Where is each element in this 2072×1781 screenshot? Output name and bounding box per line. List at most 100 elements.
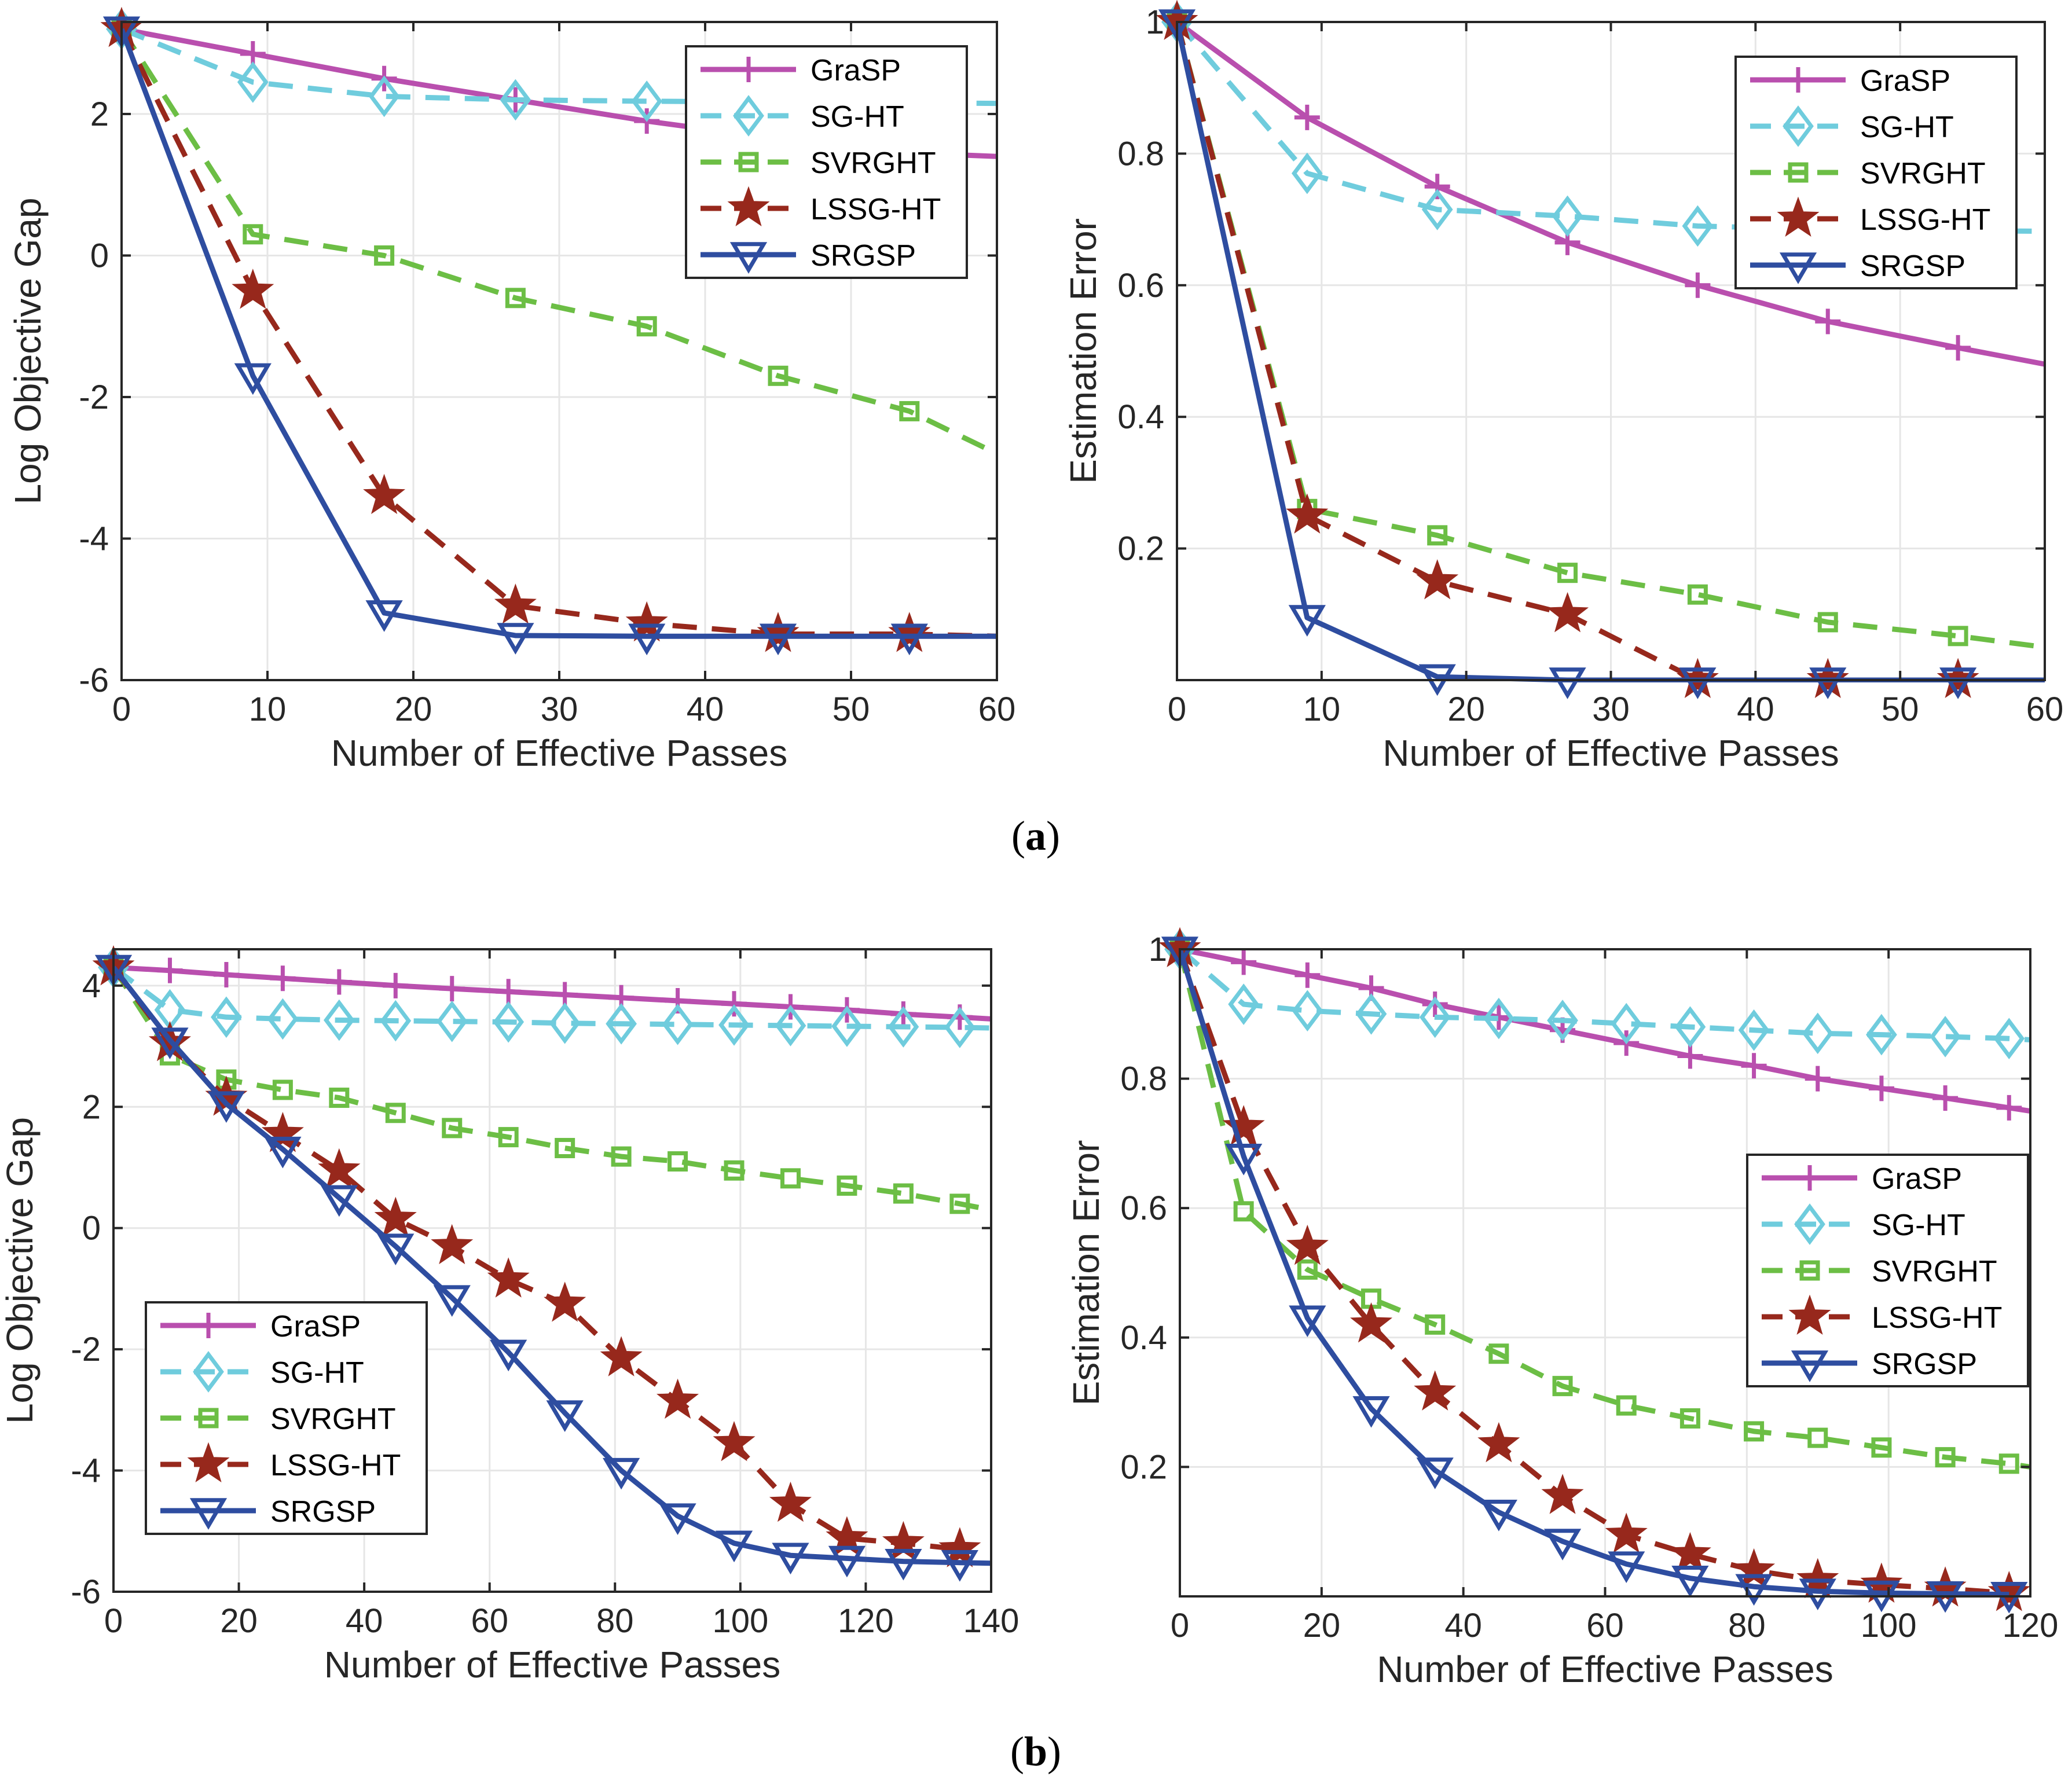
point-lssg-ht: [318, 1148, 361, 1189]
x-tick-label: 120: [838, 1602, 894, 1640]
point-sg-ht: [1552, 195, 1583, 237]
y-tick-label: -4: [71, 1452, 101, 1490]
point-sg-ht: [1547, 1000, 1578, 1041]
x-tick-label: 40: [687, 691, 724, 728]
legend-label-sg-ht: SG-HT: [270, 1356, 364, 1390]
legend-label-lssg-ht: LSSG-HT: [270, 1449, 401, 1482]
subfigure-label-b: (b): [1010, 1728, 1061, 1775]
point-svrght: [1817, 612, 1838, 633]
point-grasp: [721, 991, 747, 1017]
legend-item-lssg-ht: LSSG-HT: [701, 186, 941, 227]
series-line-svrght: [113, 965, 991, 1213]
point-svrght: [768, 365, 789, 386]
point-srgsp: [1158, 9, 1196, 41]
x-tick-label: 60: [1586, 1607, 1624, 1644]
point-srgsp: [1679, 667, 1717, 699]
point-srgsp: [1289, 1305, 1326, 1338]
point-lssg-ht: [1286, 1224, 1329, 1265]
legend-marker-srgsp: [729, 242, 768, 274]
point-svrght: [636, 316, 657, 337]
axes-box: [112, 948, 992, 1593]
point-sg-ht: [368, 75, 400, 117]
point-grasp: [1231, 949, 1257, 975]
point-grasp: [1294, 104, 1320, 130]
y-tick-label: 0.8: [1120, 1060, 1167, 1098]
point-srgsp: [546, 1400, 584, 1432]
y-tick-label: 0: [82, 1210, 101, 1247]
x-tick-label: 60: [2026, 691, 2064, 728]
series-line-svrght: [1180, 948, 2030, 1470]
point-sg-ht: [1421, 189, 1453, 230]
legend-label-svrght: SVRGHT: [270, 1402, 396, 1436]
legend-marker-svrght: [738, 152, 759, 172]
legend-label-srgsp: SRGSP: [811, 239, 916, 273]
point-sg-ht: [1930, 1016, 1961, 1057]
legend-item-lssg-ht: LSSG-HT: [160, 1442, 401, 1483]
point-lssg-ht: [431, 1224, 474, 1265]
series-srgsp: [94, 954, 991, 1582]
point-grasp: [1815, 309, 1841, 335]
point-svrght: [1425, 1314, 1446, 1335]
point-srgsp: [490, 1339, 527, 1372]
point-svrght: [505, 288, 526, 309]
point-srgsp: [759, 623, 797, 656]
legend-label-lssg-ht: LSSG-HT: [1872, 1301, 2002, 1335]
legend-label-grasp: GraSP: [1860, 64, 1950, 98]
panel-b-estimation-error: 0 20 40 60 80 100 120 0.2 0.4 0.6 0.8 1 Number of Ef…: [1065, 927, 2058, 1690]
point-srgsp: [264, 1136, 302, 1169]
x-tick-label: 20: [395, 691, 432, 728]
point-sg-ht: [1355, 993, 1387, 1035]
point-srgsp: [1416, 1457, 1454, 1489]
point-lssg-ht: [713, 1421, 756, 1461]
point-sg-ht: [323, 999, 355, 1041]
point-grasp: [1685, 272, 1711, 298]
legend-box: [1746, 1154, 2029, 1387]
legend-marker-grasp: [196, 1313, 221, 1338]
point-sg-ht: [380, 1000, 412, 1042]
x-tick-label: 100: [712, 1602, 768, 1640]
point-sg-ht: [1483, 997, 1514, 1040]
x-tick-label: 40: [346, 1602, 383, 1640]
point-srgsp: [1671, 1566, 1709, 1598]
point-lssg-ht: [1546, 592, 1589, 633]
subfigure-label-a: (a): [1011, 813, 1060, 859]
legend-marker-lssg-ht: [727, 186, 770, 227]
point-grasp: [326, 969, 352, 995]
legend-box: [1734, 56, 2018, 289]
point-srgsp: [1549, 667, 1586, 699]
legend-label-grasp: GraSP: [270, 1310, 361, 1343]
series-sg-ht: [98, 946, 991, 1048]
point-srgsp: [890, 623, 928, 656]
x-axis-label: Number of Effective Passes: [1377, 1648, 1833, 1690]
point-lssg-ht: [938, 1527, 981, 1567]
legend-label-sg-ht: SG-HT: [811, 100, 904, 134]
point-sg-ht: [500, 79, 531, 121]
y-tick-label: -2: [71, 1331, 101, 1368]
point-sg-ht: [267, 998, 299, 1040]
y-tick-label: 0.6: [1117, 267, 1164, 304]
x-tick-label: 140: [963, 1602, 1020, 1640]
x-tick-label: 80: [596, 1602, 634, 1640]
legend-label-sg-ht: SG-HT: [1860, 111, 1954, 144]
point-lssg-ht: [1541, 1474, 1584, 1514]
point-grasp: [383, 972, 409, 998]
legend-label-srgsp: SRGSP: [1860, 249, 1965, 283]
point-sg-ht: [775, 1005, 806, 1046]
legend-item-svrght: SVRGHT: [1762, 1255, 1997, 1288]
legend-label-lssg-ht: LSSG-HT: [811, 193, 941, 226]
point-srgsp: [1352, 1396, 1390, 1428]
point-srgsp: [941, 1550, 978, 1582]
x-tick-label: 50: [1882, 691, 1919, 728]
x-tick-label: 0: [1171, 1607, 1189, 1644]
legend-item-lssg-ht: LSSG-HT: [1762, 1294, 2002, 1335]
point-sg-ht: [1674, 1006, 1706, 1048]
point-sg-ht: [1738, 1009, 1770, 1051]
legend-label-svrght: SVRGHT: [811, 146, 936, 180]
point-svrght: [724, 1160, 745, 1181]
point-srgsp: [151, 1027, 189, 1059]
point-sg-ht: [1802, 1012, 1833, 1055]
point-svrght: [442, 1118, 463, 1139]
point-srgsp: [377, 1233, 415, 1266]
legend-label-grasp: GraSP: [1872, 1162, 1962, 1196]
